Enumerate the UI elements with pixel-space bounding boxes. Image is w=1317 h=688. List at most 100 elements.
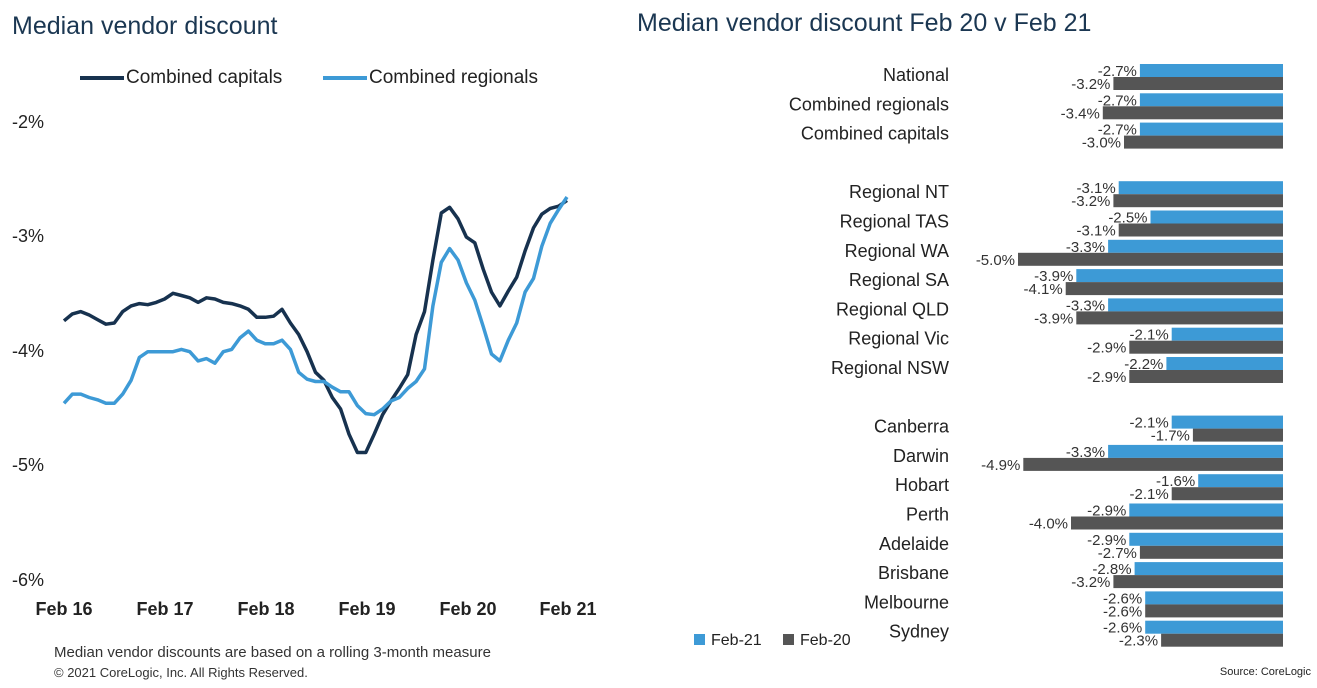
x-tick-label: Feb 21 <box>539 599 597 619</box>
bar-plot-area: National -2.7%-3.2%Combined regionals -2.7… <box>789 63 1283 650</box>
bar-feb20 <box>1065 282 1283 296</box>
bar-feb20 <box>1129 340 1283 354</box>
bar-feb20 <box>1124 135 1283 149</box>
bar-feb21 <box>1139 93 1283 107</box>
data-label-feb20: -5.0% <box>976 252 1015 269</box>
bar-feb20 <box>1118 223 1283 237</box>
line-chart-panel: Median vendor discount Combined capitals… <box>0 0 620 688</box>
bar-feb20 <box>1145 604 1283 618</box>
data-label-feb21: -3.3% <box>1066 444 1105 461</box>
copyright-text: © 2021 CoreLogic, Inc. All Rights Reserv… <box>54 665 308 680</box>
category-label: Regional WA <box>845 241 949 261</box>
category-label: Canberra <box>874 417 950 437</box>
legend-swatch-feb20 <box>783 634 794 645</box>
legend-label-feb21: Feb-21 <box>711 632 762 649</box>
data-label-feb21: -1.6% <box>1156 473 1195 490</box>
bar-feb21 <box>1108 298 1283 312</box>
data-label-feb20: -4.1% <box>1024 281 1063 298</box>
category-label: Regional QLD <box>836 299 949 319</box>
category-label: Regional TAS <box>840 212 949 232</box>
x-tick-label: Feb 18 <box>237 599 295 619</box>
data-label-feb20: -2.7% <box>1098 545 1137 562</box>
data-label-feb21: -2.8% <box>1092 561 1131 578</box>
bar-feb20 <box>1076 311 1283 325</box>
data-label-feb21: -2.9% <box>1087 503 1126 520</box>
bar-feb21 <box>1139 122 1283 136</box>
y-tick-label: -3% <box>11 226 44 246</box>
methodology-note: Median vendor discounts are based on a r… <box>54 644 491 661</box>
data-label-feb21: -2.2% <box>1124 356 1163 373</box>
bar-feb21 <box>1198 474 1283 488</box>
data-label-feb21: -2.7% <box>1098 122 1137 139</box>
data-label-feb21: -2.1% <box>1130 327 1169 344</box>
data-label-feb21: -2.6% <box>1103 620 1142 637</box>
legend-label-capitals: Combined capitals <box>126 67 283 88</box>
data-label-feb20: -3.2% <box>1071 76 1110 93</box>
bar-feb20 <box>1023 457 1283 471</box>
bar-feb20 <box>1139 545 1283 559</box>
data-label-feb20: -1.7% <box>1151 428 1190 445</box>
category-label: Regional NSW <box>831 358 949 378</box>
category-label: Hobart <box>895 475 949 495</box>
bar-feb21 <box>1076 269 1283 283</box>
data-label-feb21: -2.5% <box>1108 210 1147 227</box>
bar-feb20 <box>1192 428 1283 442</box>
x-tick-label: Feb 20 <box>439 599 497 619</box>
bar-feb20 <box>1018 252 1283 266</box>
bar-feb21 <box>1134 562 1283 576</box>
category-label: Combined regionals <box>789 94 949 114</box>
category-label: Adelaide <box>879 534 949 554</box>
series-line-combined-capitals <box>62 198 568 455</box>
legend-label-regionals: Combined regionals <box>369 67 538 88</box>
data-label-feb20: -2.6% <box>1103 603 1142 620</box>
data-label-feb20: -2.9% <box>1087 340 1126 357</box>
bar-feb21 <box>1108 239 1283 253</box>
legend-swatch-capitals <box>80 76 124 80</box>
bar-feb20 <box>1171 487 1283 501</box>
bar-feb21 <box>1118 181 1283 195</box>
bar-feb21 <box>1171 415 1283 429</box>
bar-feb20 <box>1102 106 1283 120</box>
bar-feb20 <box>1071 516 1283 530</box>
x-tick-label: Feb 19 <box>338 599 396 619</box>
data-label-feb21: -3.9% <box>1034 268 1073 285</box>
category-label: Combined capitals <box>801 124 949 144</box>
y-tick-label: -6% <box>11 570 44 590</box>
bar-feb20 <box>1113 575 1283 589</box>
bar-feb21 <box>1150 210 1283 224</box>
y-tick-label: -4% <box>11 341 44 361</box>
bar-feb21 <box>1166 357 1283 370</box>
data-label-feb21: -2.1% <box>1130 415 1169 432</box>
bar-chart-title: Median vendor discount Feb 20 v Feb 21 <box>637 9 1092 37</box>
y-tick-label: -2% <box>11 112 44 132</box>
data-label-feb20: -3.9% <box>1034 310 1073 327</box>
bar-feb20 <box>1161 633 1283 647</box>
line-chart-title: Median vendor discount <box>12 12 278 40</box>
legend-label-feb20: Feb-20 <box>800 632 851 649</box>
data-label-feb20: -4.0% <box>1029 516 1068 533</box>
category-label: National <box>883 65 949 85</box>
bar-feb21 <box>1139 64 1283 77</box>
data-label-feb21: -3.1% <box>1077 180 1116 197</box>
category-label: Brisbane <box>878 563 949 583</box>
data-label-feb20: -3.2% <box>1071 193 1110 210</box>
data-label-feb21: -2.6% <box>1103 590 1142 607</box>
bar-feb21 <box>1171 327 1283 341</box>
data-label-feb21: -3.3% <box>1066 239 1105 256</box>
bar-feb21 <box>1145 591 1283 605</box>
data-label-feb20: -3.1% <box>1077 223 1116 240</box>
bar-feb21 <box>1129 532 1283 546</box>
x-tick-label: Feb 16 <box>35 599 93 619</box>
category-label: Melbourne <box>864 592 949 612</box>
data-label-feb20: -2.3% <box>1119 633 1158 650</box>
line-plot-area <box>62 196 569 455</box>
data-label-feb21: -2.9% <box>1087 532 1126 549</box>
legend-feb20: Feb-20 <box>783 632 851 650</box>
bar-feb20 <box>1129 370 1283 383</box>
category-label: Regional NT <box>849 182 949 202</box>
category-label: Perth <box>906 505 949 525</box>
legend-swatch-feb21 <box>694 634 705 645</box>
bar-chart-panel: Median vendor discount Feb 20 v Feb 21 N… <box>620 0 1317 688</box>
data-label-feb21: -2.7% <box>1098 63 1137 80</box>
bar-feb21 <box>1108 444 1283 458</box>
